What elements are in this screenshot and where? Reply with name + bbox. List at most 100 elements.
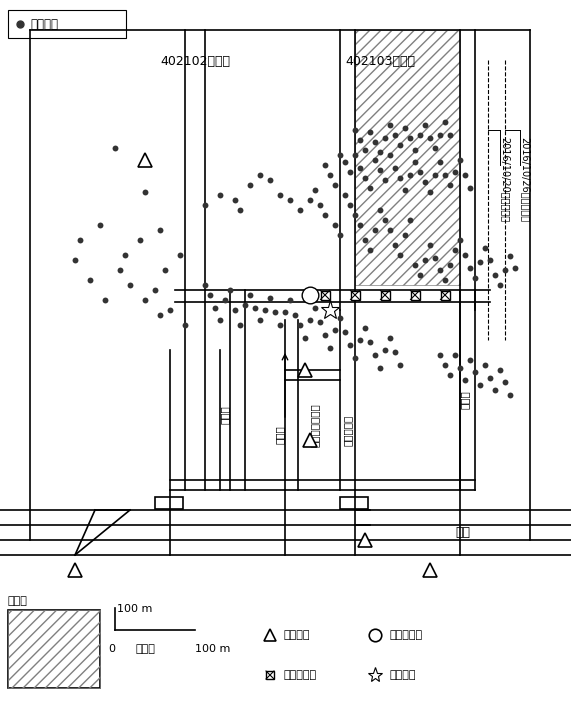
Point bbox=[400, 229, 409, 240]
Bar bbox=[440, 290, 449, 300]
Point bbox=[166, 304, 175, 316]
Point bbox=[485, 254, 494, 266]
Point bbox=[200, 279, 210, 291]
Point bbox=[420, 176, 429, 188]
Point bbox=[365, 244, 375, 256]
Point bbox=[331, 219, 340, 231]
Point bbox=[291, 309, 300, 321]
Point bbox=[280, 306, 289, 318]
Text: 402102工作面: 402102工作面 bbox=[160, 55, 230, 68]
Point bbox=[505, 389, 514, 401]
Point bbox=[275, 319, 284, 331]
Point bbox=[320, 209, 329, 221]
Point bbox=[360, 322, 369, 334]
Point bbox=[385, 225, 395, 236]
Point bbox=[431, 169, 440, 180]
Point bbox=[396, 139, 405, 151]
Text: 100 m: 100 m bbox=[117, 604, 152, 614]
Point bbox=[266, 292, 275, 304]
Bar bbox=[340, 497, 368, 509]
Point bbox=[480, 360, 489, 371]
Text: 工作面推进方向: 工作面推进方向 bbox=[310, 403, 320, 447]
Point bbox=[325, 169, 335, 180]
Point bbox=[431, 142, 440, 154]
Point bbox=[86, 274, 95, 286]
Point bbox=[460, 169, 469, 180]
Point bbox=[385, 149, 395, 161]
Point bbox=[365, 336, 375, 348]
Point bbox=[311, 184, 320, 196]
Point bbox=[425, 186, 435, 198]
Text: 0: 0 bbox=[108, 644, 115, 654]
Point bbox=[266, 174, 275, 186]
Text: 轨道巷: 轨道巷 bbox=[460, 391, 470, 409]
Point bbox=[340, 156, 349, 168]
Text: 比列尺: 比列尺 bbox=[135, 644, 155, 654]
Point bbox=[160, 264, 170, 276]
Point bbox=[150, 284, 159, 296]
Point bbox=[155, 309, 164, 321]
Point bbox=[391, 347, 400, 358]
Point bbox=[405, 169, 415, 180]
Point bbox=[345, 166, 355, 178]
Point bbox=[445, 129, 455, 141]
Text: 大巷: 大巷 bbox=[455, 526, 470, 539]
Point bbox=[371, 349, 380, 361]
Point bbox=[255, 169, 264, 180]
Point bbox=[411, 144, 420, 156]
Text: 冲击震源: 冲击震源 bbox=[389, 670, 416, 680]
Point bbox=[460, 249, 469, 261]
Point bbox=[496, 364, 505, 375]
Point bbox=[371, 155, 380, 166]
Point bbox=[411, 156, 420, 168]
Point bbox=[260, 304, 270, 316]
Point bbox=[300, 332, 309, 344]
Point bbox=[286, 194, 295, 206]
Point bbox=[231, 194, 240, 206]
Point bbox=[75, 234, 85, 245]
Point bbox=[490, 269, 500, 281]
Point bbox=[206, 290, 215, 301]
Point bbox=[120, 249, 130, 261]
Bar bbox=[380, 290, 389, 300]
Point bbox=[400, 184, 409, 196]
Point bbox=[355, 162, 364, 174]
Point bbox=[200, 199, 210, 211]
Point bbox=[246, 179, 255, 191]
Point bbox=[420, 254, 429, 266]
Point bbox=[246, 290, 255, 301]
Point bbox=[380, 174, 389, 186]
Point bbox=[331, 324, 340, 336]
Point bbox=[436, 156, 445, 168]
Bar bbox=[8, 610, 100, 688]
Point bbox=[371, 136, 380, 148]
Bar bbox=[411, 290, 420, 300]
Point bbox=[445, 369, 455, 380]
Point bbox=[456, 155, 465, 166]
Bar bbox=[8, 10, 126, 38]
Point bbox=[375, 147, 384, 158]
Point bbox=[440, 116, 449, 128]
Point bbox=[315, 316, 324, 328]
Point bbox=[340, 189, 349, 201]
Point bbox=[351, 209, 360, 221]
Point bbox=[320, 329, 329, 341]
Point bbox=[420, 119, 429, 131]
Text: 2016/10/20工作面位置: 2016/10/20工作面位置 bbox=[500, 137, 510, 222]
Point bbox=[320, 160, 329, 171]
Point bbox=[396, 360, 405, 371]
Point bbox=[140, 186, 150, 198]
Text: 瓦斯高抽巷: 瓦斯高抽巷 bbox=[343, 414, 353, 445]
Point bbox=[345, 339, 355, 351]
Point bbox=[365, 126, 375, 138]
Point bbox=[175, 249, 184, 261]
Point bbox=[251, 303, 260, 314]
Point bbox=[391, 129, 400, 141]
Point bbox=[220, 295, 230, 306]
Point bbox=[405, 132, 415, 144]
Point bbox=[180, 319, 190, 331]
Point bbox=[411, 259, 420, 271]
Point bbox=[436, 129, 445, 141]
Point bbox=[471, 366, 480, 378]
Point bbox=[286, 295, 295, 306]
